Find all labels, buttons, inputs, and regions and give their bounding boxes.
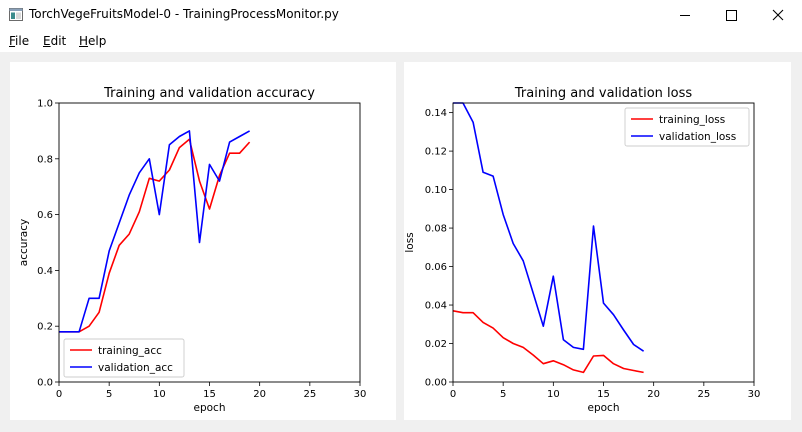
y-tick-label: 0.6 (37, 210, 53, 221)
y-tick-label: 0.4 (37, 266, 53, 277)
series-line-training-loss (452, 310, 644, 374)
menu-edit-rest: dit (50, 34, 67, 48)
legend: training_acc validation_acc (63, 338, 185, 378)
legend: training_loss validation_loss (624, 107, 750, 147)
window-title: TorchVegeFruitsModel-0 - TrainingProcess… (29, 7, 339, 21)
maximize-icon (726, 10, 737, 21)
x-axis-label: epoch (588, 402, 620, 414)
close-icon (772, 9, 784, 21)
menu-help-mnemonic: H (79, 34, 89, 48)
close-button[interactable] (754, 0, 800, 31)
y-axis-label: loss (404, 232, 416, 252)
y-tick-label: 0.08 (425, 224, 447, 235)
x-tick-label: 10 (153, 389, 166, 400)
x-tick-label: 5 (106, 389, 112, 400)
y-tick-label: 0.12 (425, 147, 447, 158)
legend-box (624, 107, 750, 147)
legend-label: validation_loss (659, 131, 736, 143)
series-line-training-acc (59, 138, 251, 333)
x-tick-label: 5 (500, 389, 506, 400)
minimize-button[interactable] (662, 0, 708, 31)
menu-edit-mnemonic: E (43, 34, 51, 48)
y-tick-label: 0.14 (425, 108, 447, 119)
x-axis-label: epoch (194, 402, 226, 414)
x-tick-label: 10 (547, 389, 560, 400)
x-tick-label: 15 (597, 389, 610, 400)
maximize-button[interactable] (708, 0, 754, 31)
x-tick-label: 20 (253, 389, 266, 400)
app-icon (9, 8, 23, 21)
loss-chart-panel: Training and validation loss 0 5 10 15 20 25 30… (404, 62, 791, 420)
menu-edit[interactable]: Edit (43, 34, 66, 48)
y-axis-label: accuracy (18, 219, 30, 266)
x-tick-label: 30 (354, 389, 367, 400)
y-tick-label: 0.00 (425, 378, 447, 389)
chart-title: Training and validation loss (514, 86, 692, 101)
x-tick-label: 15 (203, 389, 216, 400)
title-bar: TorchVegeFruitsModel-0 - TrainingProcess… (0, 0, 802, 31)
y-tick-label: 0.02 (425, 339, 447, 350)
x-tick-label: 0 (450, 389, 456, 400)
y-tick-label: 0.06 (425, 262, 447, 273)
minimize-icon (680, 15, 690, 16)
legend-box (63, 338, 185, 378)
legend-label: validation_acc (98, 362, 173, 374)
menu-file-rest: ile (15, 34, 30, 48)
menu-bar: File Edit Help (0, 31, 802, 52)
chart-title: Training and validation accuracy (103, 86, 315, 101)
series-line-validation-loss (453, 102, 645, 352)
x-tick-label: 25 (697, 389, 710, 400)
legend-label: training_loss (659, 114, 725, 126)
x-tick-label: 30 (748, 389, 761, 400)
series-line-validation-acc (59, 130, 250, 333)
y-tick-label: 1.0 (37, 99, 53, 110)
x-tick-label: 25 (303, 389, 316, 400)
menu-file-mnemonic: F (9, 34, 16, 48)
y-tick-label: 0.2 (37, 322, 53, 333)
menu-help[interactable]: Help (79, 34, 106, 48)
accuracy-chart-panel: Training and validation accuracy 0 5 10 15 20… (10, 62, 396, 420)
menu-help-rest: elp (88, 34, 107, 48)
y-tick-label: 0.8 (37, 154, 53, 165)
x-tick-label: 0 (56, 389, 62, 400)
legend-label: training_acc (98, 345, 162, 357)
y-tick-label: 0.10 (425, 185, 447, 196)
y-tick-label: 0.0 (37, 378, 53, 389)
loss-chart: Training and validation loss 0 5 10 15 20 25 30… (404, 86, 761, 414)
y-tick-label: 0.04 (425, 301, 447, 312)
menu-file[interactable]: File (9, 34, 29, 48)
x-tick-label: 20 (647, 389, 660, 400)
accuracy-chart: Training and validation accuracy 0 5 10 15 20… (18, 86, 367, 414)
